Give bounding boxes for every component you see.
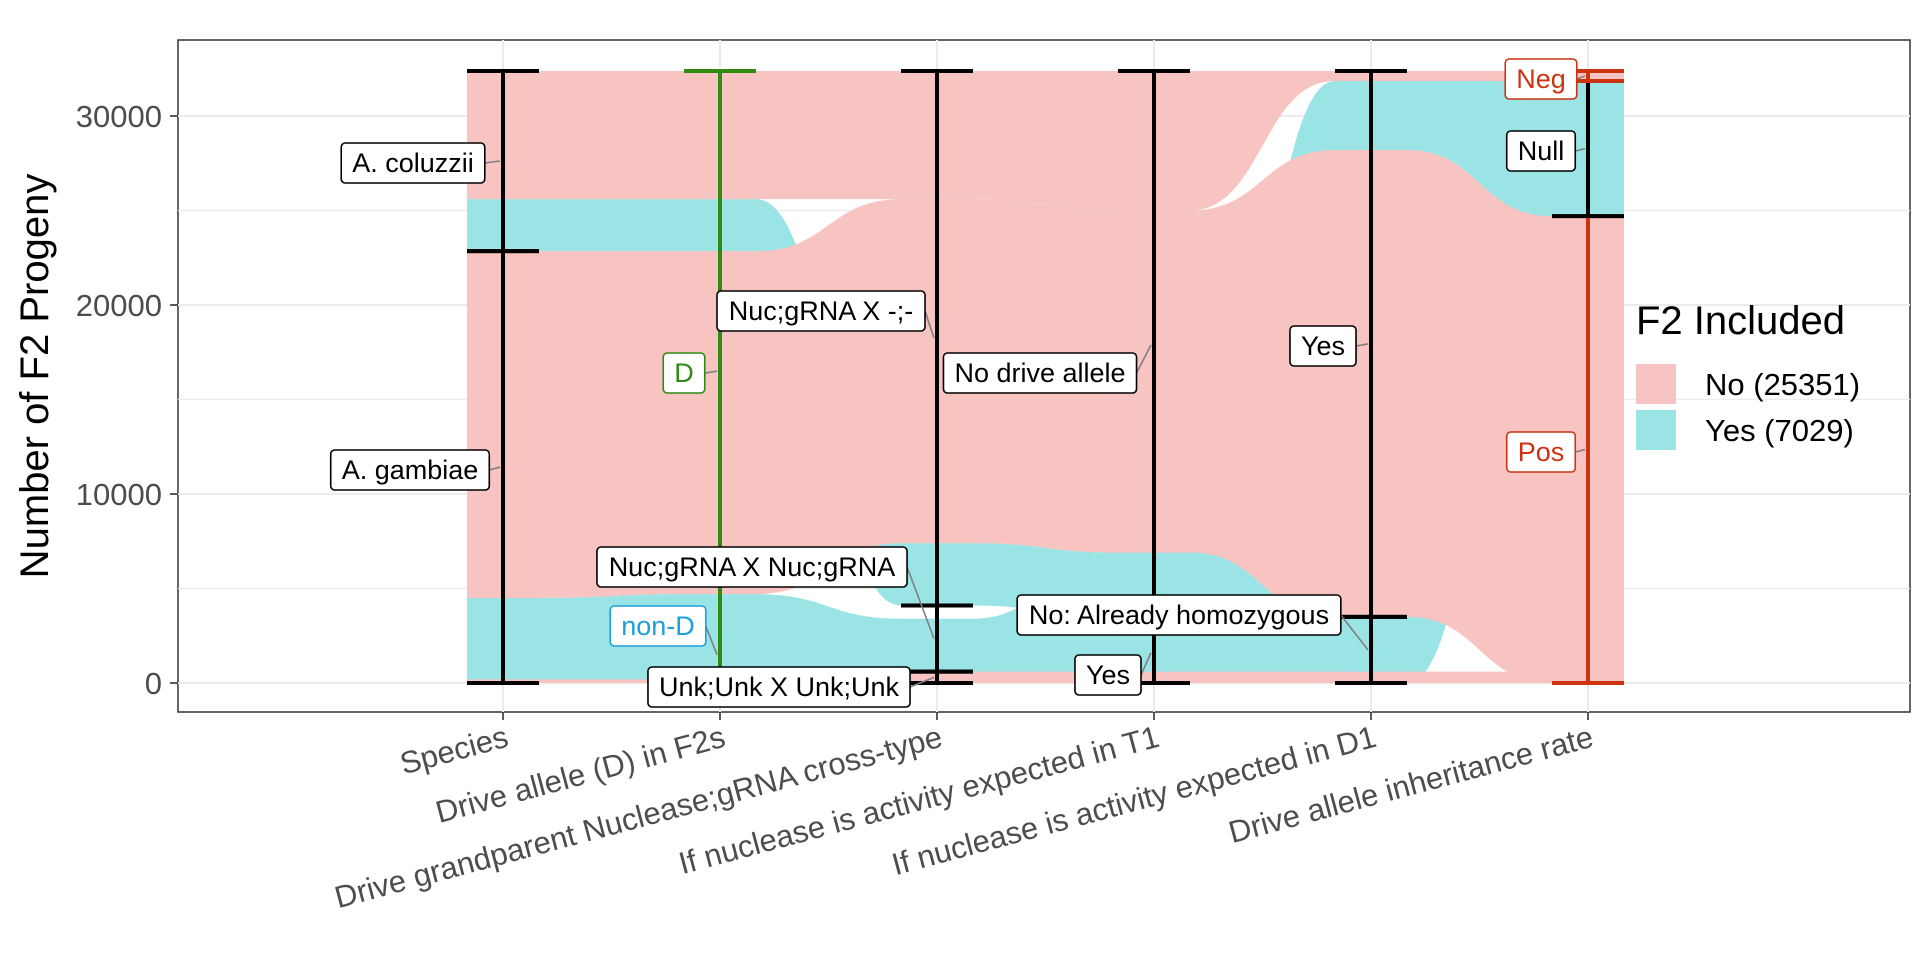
- stratum-label: non-D: [609, 605, 718, 655]
- label-text: Neg: [1516, 64, 1566, 94]
- x-tick-label: Drive allele inheritance rate: [1225, 719, 1597, 850]
- y-tick-label: 30000: [76, 99, 162, 134]
- label-box: [647, 666, 911, 708]
- label-box: [662, 352, 706, 394]
- label-leader: [924, 310, 935, 339]
- legend-label: Yes (7029): [1705, 413, 1854, 448]
- label-text: Null: [1518, 136, 1565, 166]
- label-leader: [705, 625, 718, 655]
- label-leader: [1576, 75, 1586, 80]
- stratum-label: Unk;Unk X Unk;Unk: [647, 666, 935, 708]
- label-leader: [1355, 343, 1369, 347]
- label-text: Nuc;gRNA X -;-: [729, 296, 914, 326]
- label-box: [1074, 654, 1142, 696]
- label-box: [1504, 58, 1578, 100]
- flow-band-no: [467, 71, 1624, 211]
- label-leader: [1140, 652, 1152, 676]
- stratum-label: Yes: [1289, 325, 1369, 367]
- label-box: [609, 605, 707, 647]
- stratum-label: A. gambiae: [329, 449, 501, 491]
- label-leader: [1340, 614, 1369, 651]
- label-leader: [704, 370, 718, 374]
- flow-band-yes: [467, 81, 1624, 683]
- stratum-label: Nuc;gRNA X Nuc;gRNA: [596, 546, 935, 639]
- legend-title: F2 Included: [1636, 299, 1845, 343]
- label-text: A. gambiae: [342, 455, 479, 485]
- stratum-bars: [467, 69, 1624, 685]
- stratum-label: Yes: [1074, 652, 1152, 696]
- label-text: non-D: [621, 611, 695, 641]
- label-text: Nuc;gRNA X Nuc;gRNA: [609, 552, 896, 582]
- label-text: Pos: [1518, 437, 1565, 467]
- stratum-label: A. coluzzii: [340, 142, 501, 184]
- stratum-label: Null: [1505, 130, 1586, 172]
- label-text: Yes: [1086, 660, 1130, 690]
- y-tick-label: 0: [145, 666, 162, 701]
- stratum-label: Nuc;gRNA X -;-: [716, 290, 935, 339]
- label-leader: [484, 160, 501, 164]
- label-leader: [1575, 448, 1586, 453]
- label-box: [942, 352, 1138, 394]
- label-box: [1016, 594, 1342, 636]
- label-leader: [1135, 344, 1152, 374]
- y-axis-title: Number of F2 Progeny: [13, 174, 57, 579]
- flow-band-yes: [467, 81, 1624, 619]
- stratum-label: Pos: [1505, 431, 1586, 473]
- label-leader: [489, 466, 501, 471]
- label-box: [596, 546, 908, 588]
- label-leader: [909, 676, 935, 688]
- label-text: Yes: [1301, 331, 1345, 361]
- label-text: Unk;Unk X Unk;Unk: [659, 672, 900, 702]
- label-leader: [906, 566, 935, 639]
- label-text: D: [674, 358, 694, 388]
- label-box: [1505, 130, 1577, 172]
- label-text: No drive allele: [954, 358, 1125, 388]
- label-box: [329, 449, 491, 491]
- label-box: [1289, 325, 1357, 367]
- y-tick-label: 20000: [76, 288, 162, 323]
- label-leader: [1575, 147, 1586, 152]
- label-text: No: Already homozygous: [1029, 600, 1329, 630]
- label-box: [340, 142, 486, 184]
- stratum-label: D: [662, 352, 718, 394]
- x-tick-label: Species: [396, 719, 512, 781]
- legend-label: No (25351): [1705, 367, 1860, 402]
- label-text: A. coluzzii: [352, 148, 474, 178]
- stratum-labels: A. gambiae A. coluzzii non-D D Unk;Unk X Unk…: [329, 58, 1586, 708]
- y-tick-label: 10000: [76, 477, 162, 512]
- legend: F2 Included No (25351) Yes (7029): [1636, 299, 1860, 450]
- stratum-label: No: Already homozygous: [1016, 594, 1369, 651]
- label-box: [1505, 431, 1577, 473]
- label-box: [716, 290, 926, 332]
- legend-key: [1636, 364, 1676, 404]
- stratum-label: No drive allele: [942, 344, 1152, 394]
- y-axis: 0 10000 20000 30000: [76, 99, 178, 701]
- stratum-label: Neg: [1504, 58, 1586, 100]
- legend-key: [1636, 410, 1676, 450]
